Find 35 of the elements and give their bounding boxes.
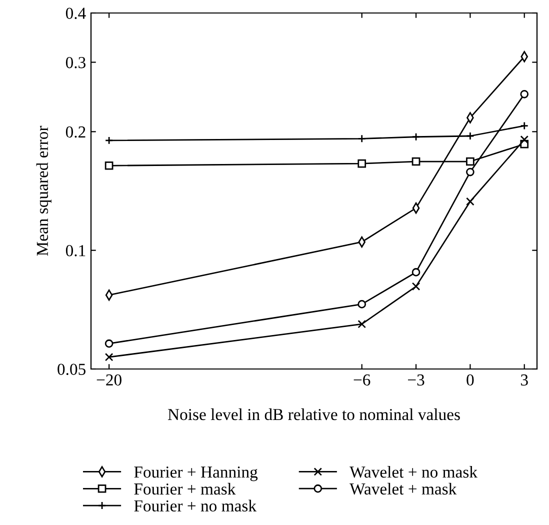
legend-label: Wavelet + mask	[350, 482, 457, 495]
point	[412, 132, 420, 142]
y-tick-label: 0.4	[66, 8, 86, 20]
x-axis-title: Noise level in dB relative to nominal values	[168, 408, 460, 420]
x-tick-label: −20	[96, 374, 122, 386]
x-tick-label: 3	[520, 374, 528, 386]
point	[520, 122, 529, 130]
x-tick-label: −6	[354, 374, 370, 386]
point	[358, 134, 366, 143]
point	[520, 135, 529, 144]
y-tick-label: 0.05	[58, 364, 86, 376]
point	[358, 320, 366, 328]
point	[466, 157, 474, 166]
legend-label: Wavelet + no mask	[350, 466, 478, 478]
point	[104, 136, 114, 145]
point	[412, 268, 420, 276]
y-axis-title: Mean squared error	[36, 126, 52, 256]
legend-label: Fourier + no mask	[134, 500, 257, 512]
legend-label: Fourier + Hanning	[134, 466, 258, 482]
x-tick-label: 0	[466, 374, 474, 386]
point	[520, 90, 529, 98]
y-tick-label: 0.3	[66, 56, 86, 68]
y-tick-label: 0.2	[66, 126, 86, 138]
point	[466, 168, 474, 176]
point	[104, 352, 114, 362]
point	[466, 197, 474, 206]
point	[104, 161, 114, 170]
y-tick-label: 0.1	[66, 245, 86, 256]
legend-label: Fourier + mask	[134, 482, 236, 495]
point	[104, 339, 114, 348]
point	[412, 282, 420, 291]
point	[412, 157, 420, 166]
point	[358, 300, 366, 308]
x-tick-label: −3	[408, 374, 424, 386]
point	[358, 159, 366, 168]
